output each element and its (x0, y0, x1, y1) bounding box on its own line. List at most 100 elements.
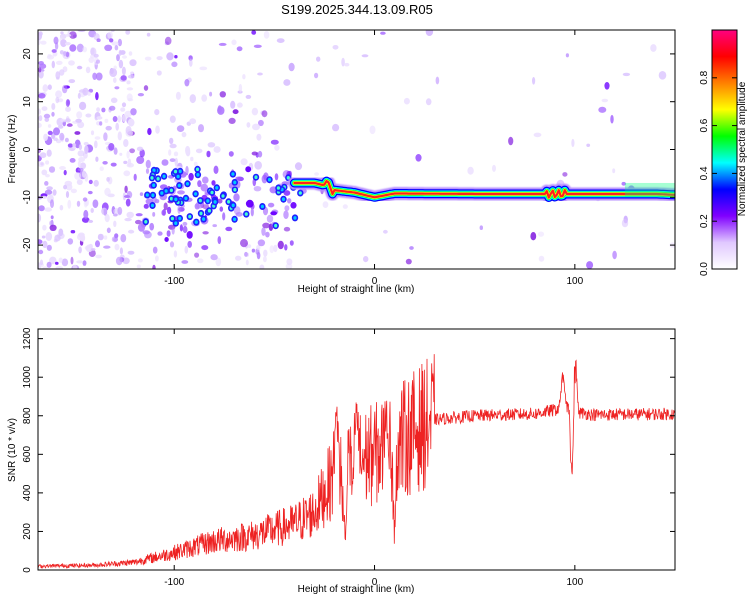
spectrogram-blob (53, 127, 60, 136)
spectrogram-blob (533, 132, 542, 138)
spectrogram-blob (119, 152, 123, 156)
spectrogram-blob (107, 31, 113, 39)
spectrogram-y-tick-label: 0 (22, 146, 33, 152)
spectrogram-blob (120, 75, 127, 81)
spectrogram-blob (46, 244, 52, 251)
spectrogram-blob (246, 122, 251, 128)
spectrogram-blob (245, 94, 252, 99)
spectrogram-blob (124, 185, 128, 193)
spectrogram-blob (152, 212, 156, 217)
spectrogram-blob (63, 169, 67, 176)
spectrogram-blob (174, 55, 178, 59)
spectrogram-blob (74, 172, 82, 180)
spectrogram-blob (178, 169, 182, 174)
spectrogram-blob (166, 230, 171, 237)
spectrogram-blob (175, 91, 181, 100)
spectrogram-blob (126, 150, 130, 159)
spectrogram-blob (283, 210, 289, 219)
spectrogram-blob (57, 232, 65, 240)
spectrogram-blob (128, 229, 135, 234)
spectrogram-blob (245, 259, 249, 266)
spectrogram-blob (125, 126, 132, 135)
spectrogram-blob (59, 69, 65, 76)
spectrogram-blob (160, 191, 164, 195)
spectrogram-blob (117, 131, 123, 141)
spectrogram-blob (621, 181, 626, 186)
spectrogram-blob (109, 105, 116, 111)
snr-y-tick-label: 800 (22, 407, 33, 424)
spectrogram-blob (198, 198, 202, 203)
spectrogram-blob (126, 87, 134, 91)
spectrogram-blob (65, 106, 71, 112)
spectrogram-blob (45, 232, 53, 241)
spectrogram-blob (425, 30, 434, 36)
spectrogram-blob (286, 176, 290, 180)
spectrogram-blob (238, 83, 243, 93)
spectrogram-blob (122, 55, 127, 59)
spectrogram-blob (161, 209, 166, 216)
spectrogram-blob (38, 61, 44, 66)
spectrogram-blob (283, 190, 291, 196)
spectrogram-blob (314, 172, 319, 176)
spectrogram-blob (82, 260, 87, 266)
spectrogram-blob (156, 70, 162, 76)
spectrogram-blob (120, 234, 127, 243)
spectrogram-blob (90, 248, 96, 251)
spectrogram-blob (233, 193, 240, 202)
spectrogram-blob (215, 186, 219, 190)
spectrogram-blob (70, 230, 76, 234)
spectrogram-blob (256, 133, 262, 141)
spectrogram-blob (121, 102, 127, 108)
spectrogram-blob (287, 198, 292, 204)
spectrogram-blob (270, 139, 279, 145)
spectrogram-blob (127, 158, 132, 167)
spectrogram-blob (169, 196, 173, 201)
spectrogram-blob (622, 72, 631, 77)
spectrogram-blob (151, 193, 155, 197)
spectrogram-blob (233, 217, 237, 222)
spectrogram-blob (176, 174, 180, 179)
spectrogram-blob (92, 199, 99, 208)
spectrogram-blob (149, 222, 155, 231)
spectrogram-blob (38, 249, 44, 255)
spectrogram-blob (81, 216, 90, 223)
spectrogram-blob (44, 181, 49, 186)
spectrogram-blob (405, 258, 412, 265)
spectrogram-blob (38, 213, 42, 223)
spectrogram-blob (233, 187, 237, 192)
spectrogram-blob (181, 260, 189, 264)
spectrogram-blob (129, 148, 136, 154)
spectrogram-blob (122, 257, 130, 265)
spectrogram-blob (127, 74, 135, 79)
spectrogram-blob (55, 96, 60, 104)
spectrogram-blob (51, 60, 55, 69)
spectrogram-blob (103, 245, 111, 249)
spectrogram-blob (114, 45, 119, 51)
spectrogram-blob (42, 240, 48, 248)
spectrogram-blob (45, 174, 50, 178)
spectrogram-blob (538, 255, 545, 262)
spectrogram-blob (187, 240, 192, 248)
spectrogram-blob (70, 256, 74, 265)
spectrogram-blob (95, 240, 100, 248)
spectrogram-blob (135, 213, 143, 217)
snr-series-line (38, 354, 675, 570)
snr-y-tick-label: 1200 (22, 327, 33, 350)
spectrogram-blob (90, 130, 95, 136)
spectrogram-blob (127, 98, 134, 102)
spectrogram-blob (38, 38, 41, 46)
spectrogram-blob (38, 93, 46, 99)
spectrogram-blob (242, 74, 246, 80)
colorbar-ticks: 0.0 0.2 0.4 0.6 0.8 (699, 70, 737, 276)
spectrogram-blob (251, 151, 258, 156)
spectrogram-blob (290, 202, 297, 209)
spectrogram-blob (80, 234, 86, 242)
spectrogram-blob (621, 219, 629, 228)
spectrogram-blob (184, 245, 189, 254)
spectrogram-blob (383, 229, 388, 234)
snr-y-tick-label: 1000 (22, 366, 33, 389)
spectrogram-blob (219, 206, 224, 212)
spectrogram-blob (188, 172, 194, 181)
